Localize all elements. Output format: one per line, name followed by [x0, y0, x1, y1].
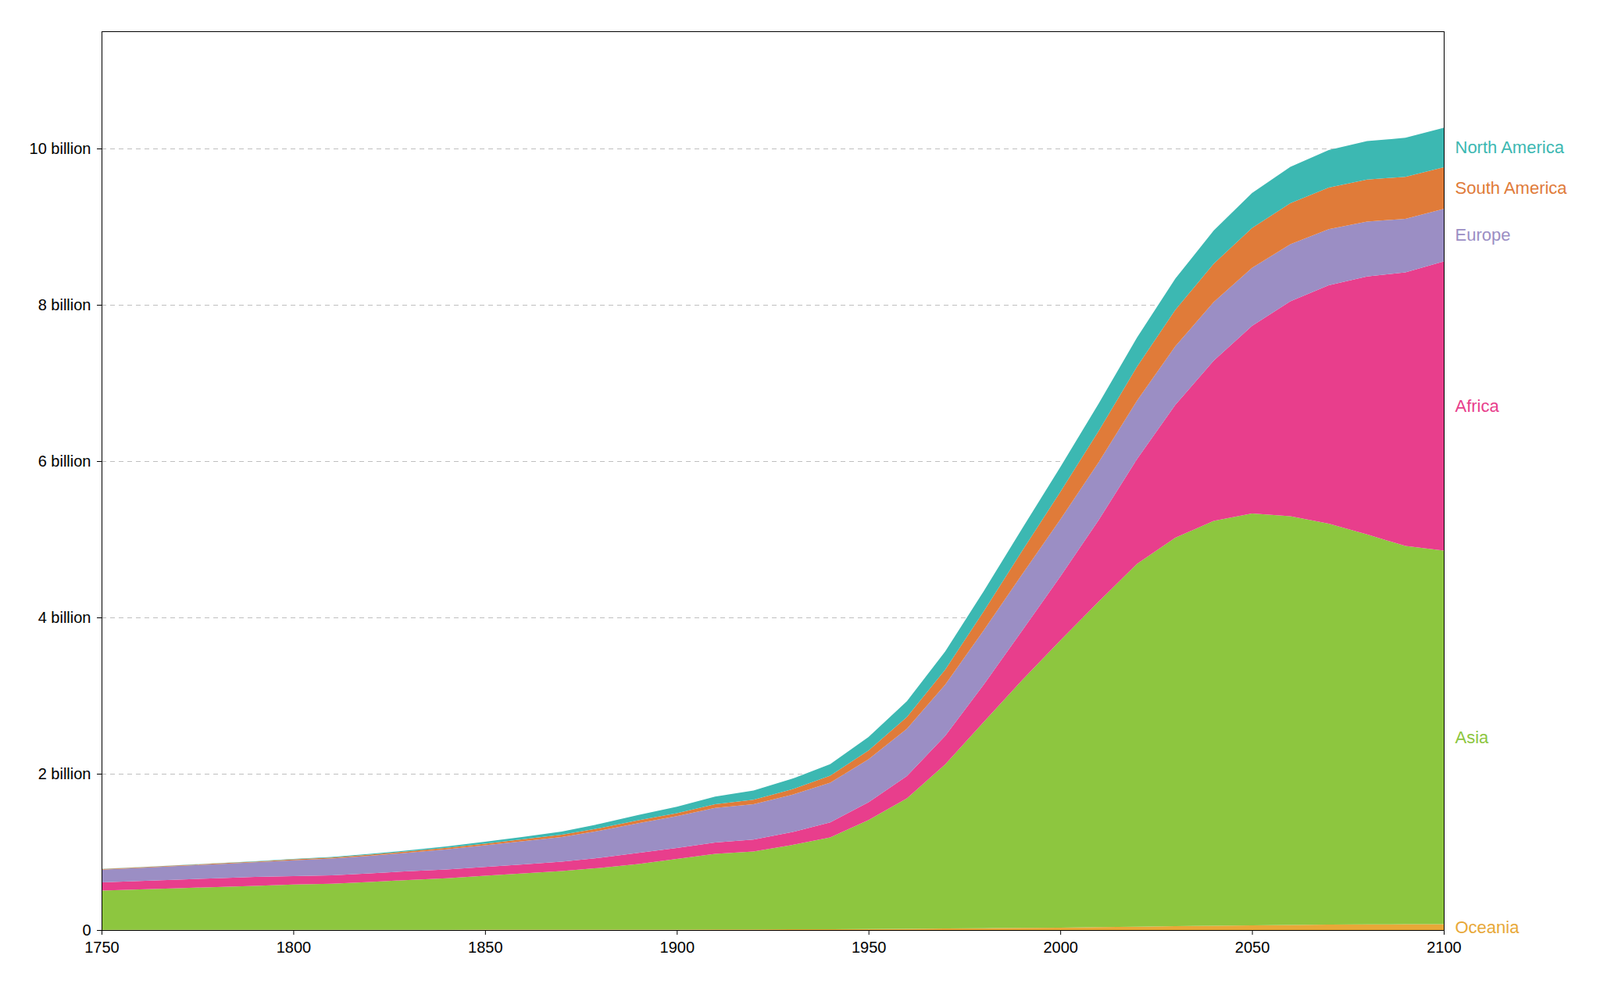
svg-text:1750: 1750 [84, 938, 120, 956]
svg-text:1900: 1900 [660, 938, 696, 956]
svg-text:6 billion: 6 billion [38, 452, 92, 470]
svg-text:Asia: Asia [1455, 727, 1490, 747]
svg-text:Africa: Africa [1455, 396, 1500, 416]
svg-text:8 billion: 8 billion [38, 296, 92, 314]
svg-text:2100: 2100 [1426, 938, 1462, 956]
svg-text:1800: 1800 [276, 938, 312, 956]
svg-text:Europe: Europe [1455, 225, 1511, 245]
svg-text:1850: 1850 [467, 938, 504, 956]
svg-text:4 billion: 4 billion [38, 608, 92, 626]
svg-text:2 billion: 2 billion [38, 764, 92, 783]
svg-text:North America: North America [1455, 137, 1565, 158]
svg-text:2050: 2050 [1235, 938, 1271, 956]
svg-text:1950: 1950 [851, 938, 887, 956]
svg-text:0: 0 [82, 921, 91, 939]
svg-text:2000: 2000 [1042, 938, 1079, 956]
svg-text:South America: South America [1455, 178, 1568, 198]
svg-text:10 billion: 10 billion [29, 139, 92, 158]
svg-text:Oceania: Oceania [1455, 917, 1521, 937]
